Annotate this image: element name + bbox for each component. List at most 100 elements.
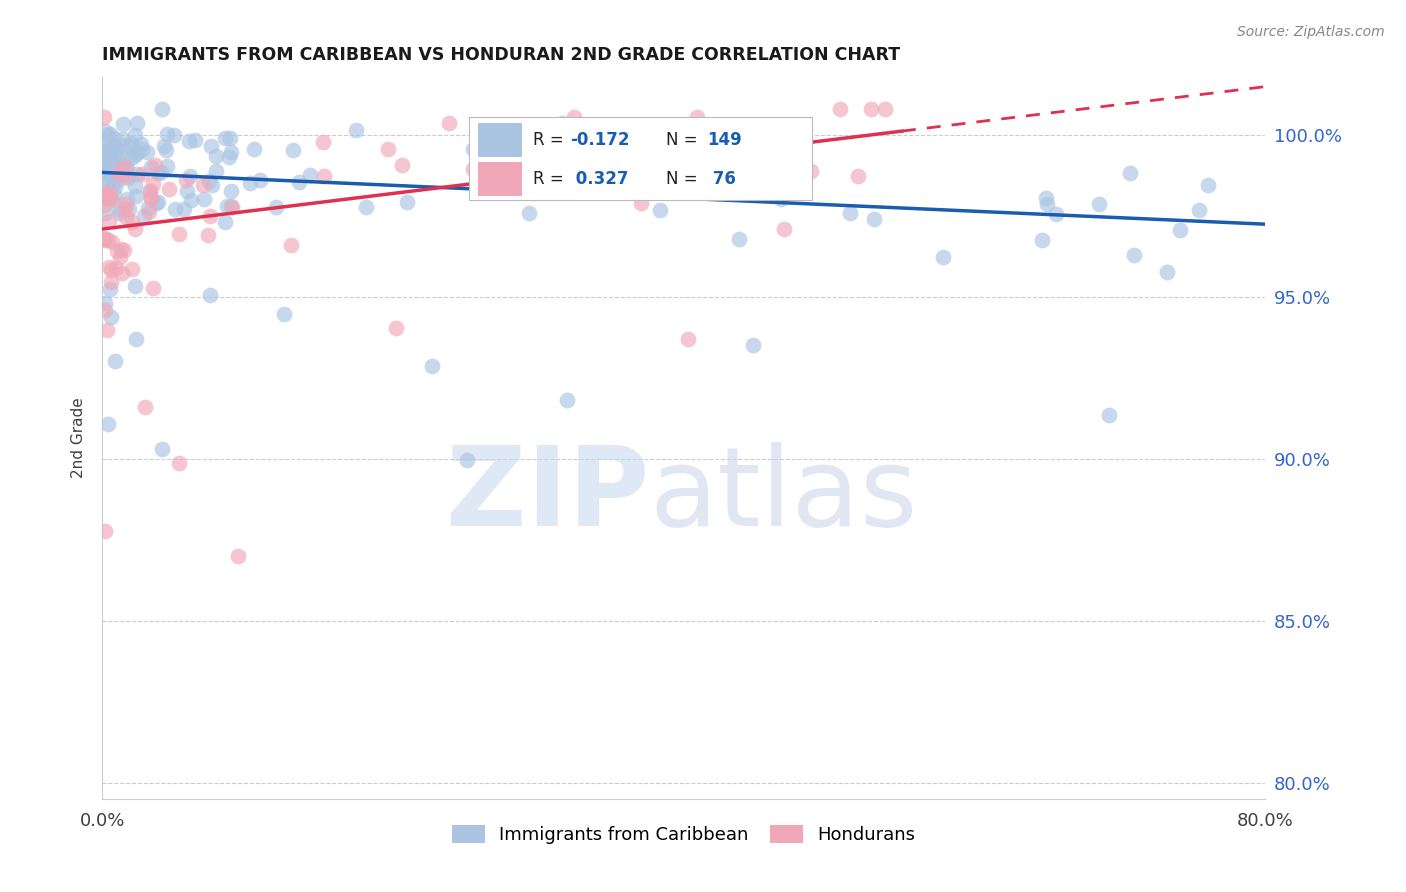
Text: -0.172: -0.172 <box>569 131 630 149</box>
Point <box>932 250 955 264</box>
Point <box>420 359 443 373</box>
Point <box>101 159 124 173</box>
Point <box>155 143 177 157</box>
FancyBboxPatch shape <box>478 122 522 157</box>
Point <box>94 165 117 179</box>
Point <box>219 184 242 198</box>
Legend: Immigrants from Caribbean, Hondurans: Immigrants from Caribbean, Hondurans <box>453 824 915 844</box>
Point <box>150 165 173 179</box>
Point <box>136 145 159 159</box>
Point <box>769 192 792 206</box>
Point <box>863 211 886 226</box>
Point <box>201 178 224 192</box>
Point <box>249 173 271 187</box>
Point <box>97 417 120 431</box>
Point <box>197 227 219 242</box>
Point <box>243 142 266 156</box>
Point <box>287 175 309 189</box>
Point <box>115 161 138 176</box>
Point <box>205 163 228 178</box>
Point <box>93 110 115 124</box>
Text: 80.0%: 80.0% <box>1237 812 1294 830</box>
Point <box>346 123 368 137</box>
Point <box>280 238 302 252</box>
Point <box>93 198 115 212</box>
Point <box>114 210 136 224</box>
Point <box>97 166 120 180</box>
Point <box>555 393 578 408</box>
Point <box>200 209 222 223</box>
Point <box>94 147 117 161</box>
FancyBboxPatch shape <box>468 117 811 200</box>
Point <box>179 134 201 148</box>
Text: 76: 76 <box>707 169 735 188</box>
Text: R =: R = <box>533 169 568 188</box>
Point <box>94 135 117 149</box>
Text: ZIP: ZIP <box>446 442 650 549</box>
Point <box>157 182 180 196</box>
Point <box>98 185 121 199</box>
Point <box>97 155 120 169</box>
Point <box>121 262 143 277</box>
Point <box>110 251 132 265</box>
Point <box>205 149 228 163</box>
Point <box>650 203 672 218</box>
Point <box>107 173 129 187</box>
Point <box>1035 197 1057 211</box>
Point <box>124 189 146 203</box>
Point <box>93 230 115 244</box>
Point <box>101 194 124 208</box>
Point <box>93 189 115 203</box>
Point <box>281 143 304 157</box>
Point <box>114 202 136 217</box>
Point <box>461 142 484 156</box>
Point <box>179 169 201 183</box>
Point <box>96 323 118 337</box>
Point <box>685 131 707 145</box>
Point <box>456 453 478 467</box>
Point <box>120 136 142 150</box>
Point <box>461 161 484 176</box>
Point <box>94 171 117 186</box>
Point <box>749 186 772 200</box>
Point <box>273 307 295 321</box>
Point <box>830 102 852 116</box>
Text: atlas: atlas <box>650 442 918 549</box>
Point <box>176 184 198 198</box>
Point <box>112 151 135 165</box>
Point <box>124 148 146 162</box>
Point <box>94 296 117 310</box>
Point <box>97 166 120 180</box>
Point <box>125 332 148 346</box>
Point <box>193 192 215 206</box>
Point <box>485 135 508 149</box>
Point <box>571 138 593 153</box>
Point <box>138 204 160 219</box>
Point <box>167 227 190 241</box>
Point <box>143 158 166 172</box>
Point <box>96 233 118 247</box>
Text: 0.327: 0.327 <box>569 169 628 188</box>
Point <box>94 189 117 203</box>
Point <box>139 160 162 174</box>
Point <box>676 332 699 346</box>
Point <box>124 179 146 194</box>
Point <box>125 167 148 181</box>
Point <box>1198 178 1220 192</box>
Point <box>146 194 169 209</box>
Point <box>134 400 156 414</box>
Point <box>124 222 146 236</box>
Point <box>1031 233 1053 247</box>
FancyBboxPatch shape <box>478 161 522 196</box>
Point <box>734 139 756 153</box>
Point <box>98 282 121 296</box>
Point <box>97 143 120 157</box>
Point <box>385 321 408 335</box>
Point <box>728 232 751 246</box>
Point <box>846 169 869 184</box>
Point <box>200 139 222 153</box>
Point <box>534 131 557 145</box>
Point <box>108 153 131 167</box>
Point <box>111 117 134 131</box>
Point <box>104 147 127 161</box>
